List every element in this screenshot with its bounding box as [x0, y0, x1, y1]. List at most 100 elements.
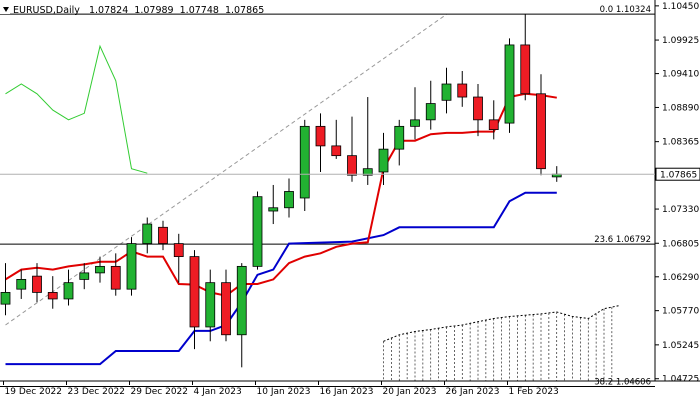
bull-candle-body [79, 272, 90, 280]
y-tick-label: 1.05770 [662, 307, 699, 317]
bull-candle-body [378, 148, 389, 173]
candle [331, 119, 342, 159]
candle [63, 269, 74, 306]
trend-layer [5, 13, 447, 326]
candle [410, 87, 420, 140]
bull-candle-body [410, 119, 420, 127]
bull-candle-body [16, 278, 27, 290]
bull-candle-body [0, 292, 11, 305]
chart-header: EURUSD,Daily 1.07824 1.07989 1.07748 1.0… [0, 4, 264, 16]
y-tick-label: 1.08890 [662, 103, 699, 113]
candle [504, 38, 515, 133]
bull-candle-body [362, 168, 373, 176]
candle [520, 14, 531, 101]
bear-candle-body [520, 44, 531, 95]
collapse-triangle-icon[interactable] [3, 7, 9, 12]
y-tick-label: 1.10450 [662, 2, 699, 12]
bull-candle-body [441, 83, 452, 101]
candle [173, 233, 184, 283]
cloud-layer [383, 305, 620, 381]
x-tick-label: 20 Jan 2023 [383, 387, 437, 397]
header-high: 1.07989 [134, 5, 173, 16]
candle [236, 263, 247, 368]
bull-candle-body [126, 243, 137, 290]
timeframe-label: Daily [56, 5, 80, 16]
header-open: 1.07824 [89, 5, 128, 16]
bull-candle-body [299, 125, 310, 199]
bull-candle-body [236, 265, 247, 336]
candlesticks [0, 14, 562, 368]
bull-candle-body [425, 103, 436, 121]
y-tick-label: 1.08365 [662, 138, 699, 148]
bear-candle-body [488, 119, 499, 131]
x-tick-label: 19 Dec 2022 [5, 387, 63, 397]
x-tick-label: 23 Dec 2022 [68, 387, 126, 397]
candle [457, 70, 468, 107]
candle [221, 269, 231, 342]
header-close: 1.07865 [225, 5, 264, 16]
green-line [5, 44, 148, 174]
bear-candle-body [473, 96, 483, 121]
candle [268, 184, 279, 225]
candle [441, 67, 452, 114]
x-axis: 19 Dec 2022 23 Dec 2022 29 Dec 2022 4 Jan 2… [3, 381, 559, 397]
bull-candle-body [504, 44, 515, 124]
fib-label-0: 0.0 1.10324 [600, 5, 651, 15]
bear-candle-body [331, 145, 342, 157]
candle [394, 119, 405, 166]
bear-candle-body [315, 125, 326, 147]
x-tick-label: 4 Jan 2023 [194, 387, 242, 397]
fib-label-1: 23.6 1.06792 [594, 235, 651, 245]
candle [347, 116, 357, 182]
trend-line [5, 13, 447, 326]
candle [158, 220, 168, 251]
candle [205, 269, 216, 342]
candle [252, 191, 263, 270]
header-low: 1.07748 [180, 5, 219, 16]
bear-candle-body [158, 226, 168, 244]
candle [488, 100, 499, 140]
indicator-lines [4, 44, 557, 366]
bull-candle-body [394, 125, 405, 150]
candle [362, 97, 373, 185]
x-tick-label: 16 Jan 2023 [320, 387, 374, 397]
blue-line [5, 191, 557, 366]
x-tick-label: 10 Jan 2023 [257, 387, 311, 397]
x-tick-label: 26 Jan 2023 [446, 387, 500, 397]
candle [299, 119, 310, 212]
fib-label-2: 38.2 1.04606 [594, 377, 651, 387]
fib-levels: 0.0 1.10324 23.6 1.06792 38.2 1.04606 [0, 5, 655, 387]
bear-candle-body [189, 256, 200, 328]
y-tick-label: 1.07330 [662, 205, 699, 215]
bull-candle-body [252, 196, 263, 267]
candle [378, 132, 389, 185]
x-tick-label: 1 Feb 2023 [509, 387, 559, 397]
candle [425, 80, 436, 130]
bull-candle-body [284, 191, 294, 209]
candle [126, 237, 137, 296]
y-tick-label: 1.09410 [662, 70, 699, 80]
candle [142, 217, 153, 254]
svg-text:EURUSD,Daily 1.07824: EURUSD,Daily 1.07824 1.07989 1.07748 1.0… [13, 5, 264, 16]
bull-candle-body [268, 207, 279, 212]
candle [79, 263, 90, 290]
bull-candle-body [205, 282, 216, 328]
bull-candle-body [63, 282, 74, 300]
bull-candle-body [95, 265, 105, 274]
bear-candle-body [173, 243, 184, 258]
y-tick-label: 1.06805 [662, 239, 699, 249]
y-tick-label: 1.05245 [662, 341, 699, 351]
bear-candle-body [457, 83, 468, 98]
red-line [4, 92, 557, 297]
current-price-box [655, 167, 700, 181]
candle [16, 269, 27, 299]
y-tick-label: 1.09925 [662, 36, 699, 46]
y-tick-label: 1.06290 [662, 273, 699, 283]
y-axis: 1.10450 1.09925 1.09410 1.08890 1.08365 1.073… [655, 2, 699, 385]
bear-candle-body [110, 265, 121, 290]
candle [473, 84, 483, 137]
candle [32, 263, 42, 303]
candle [0, 263, 11, 316]
